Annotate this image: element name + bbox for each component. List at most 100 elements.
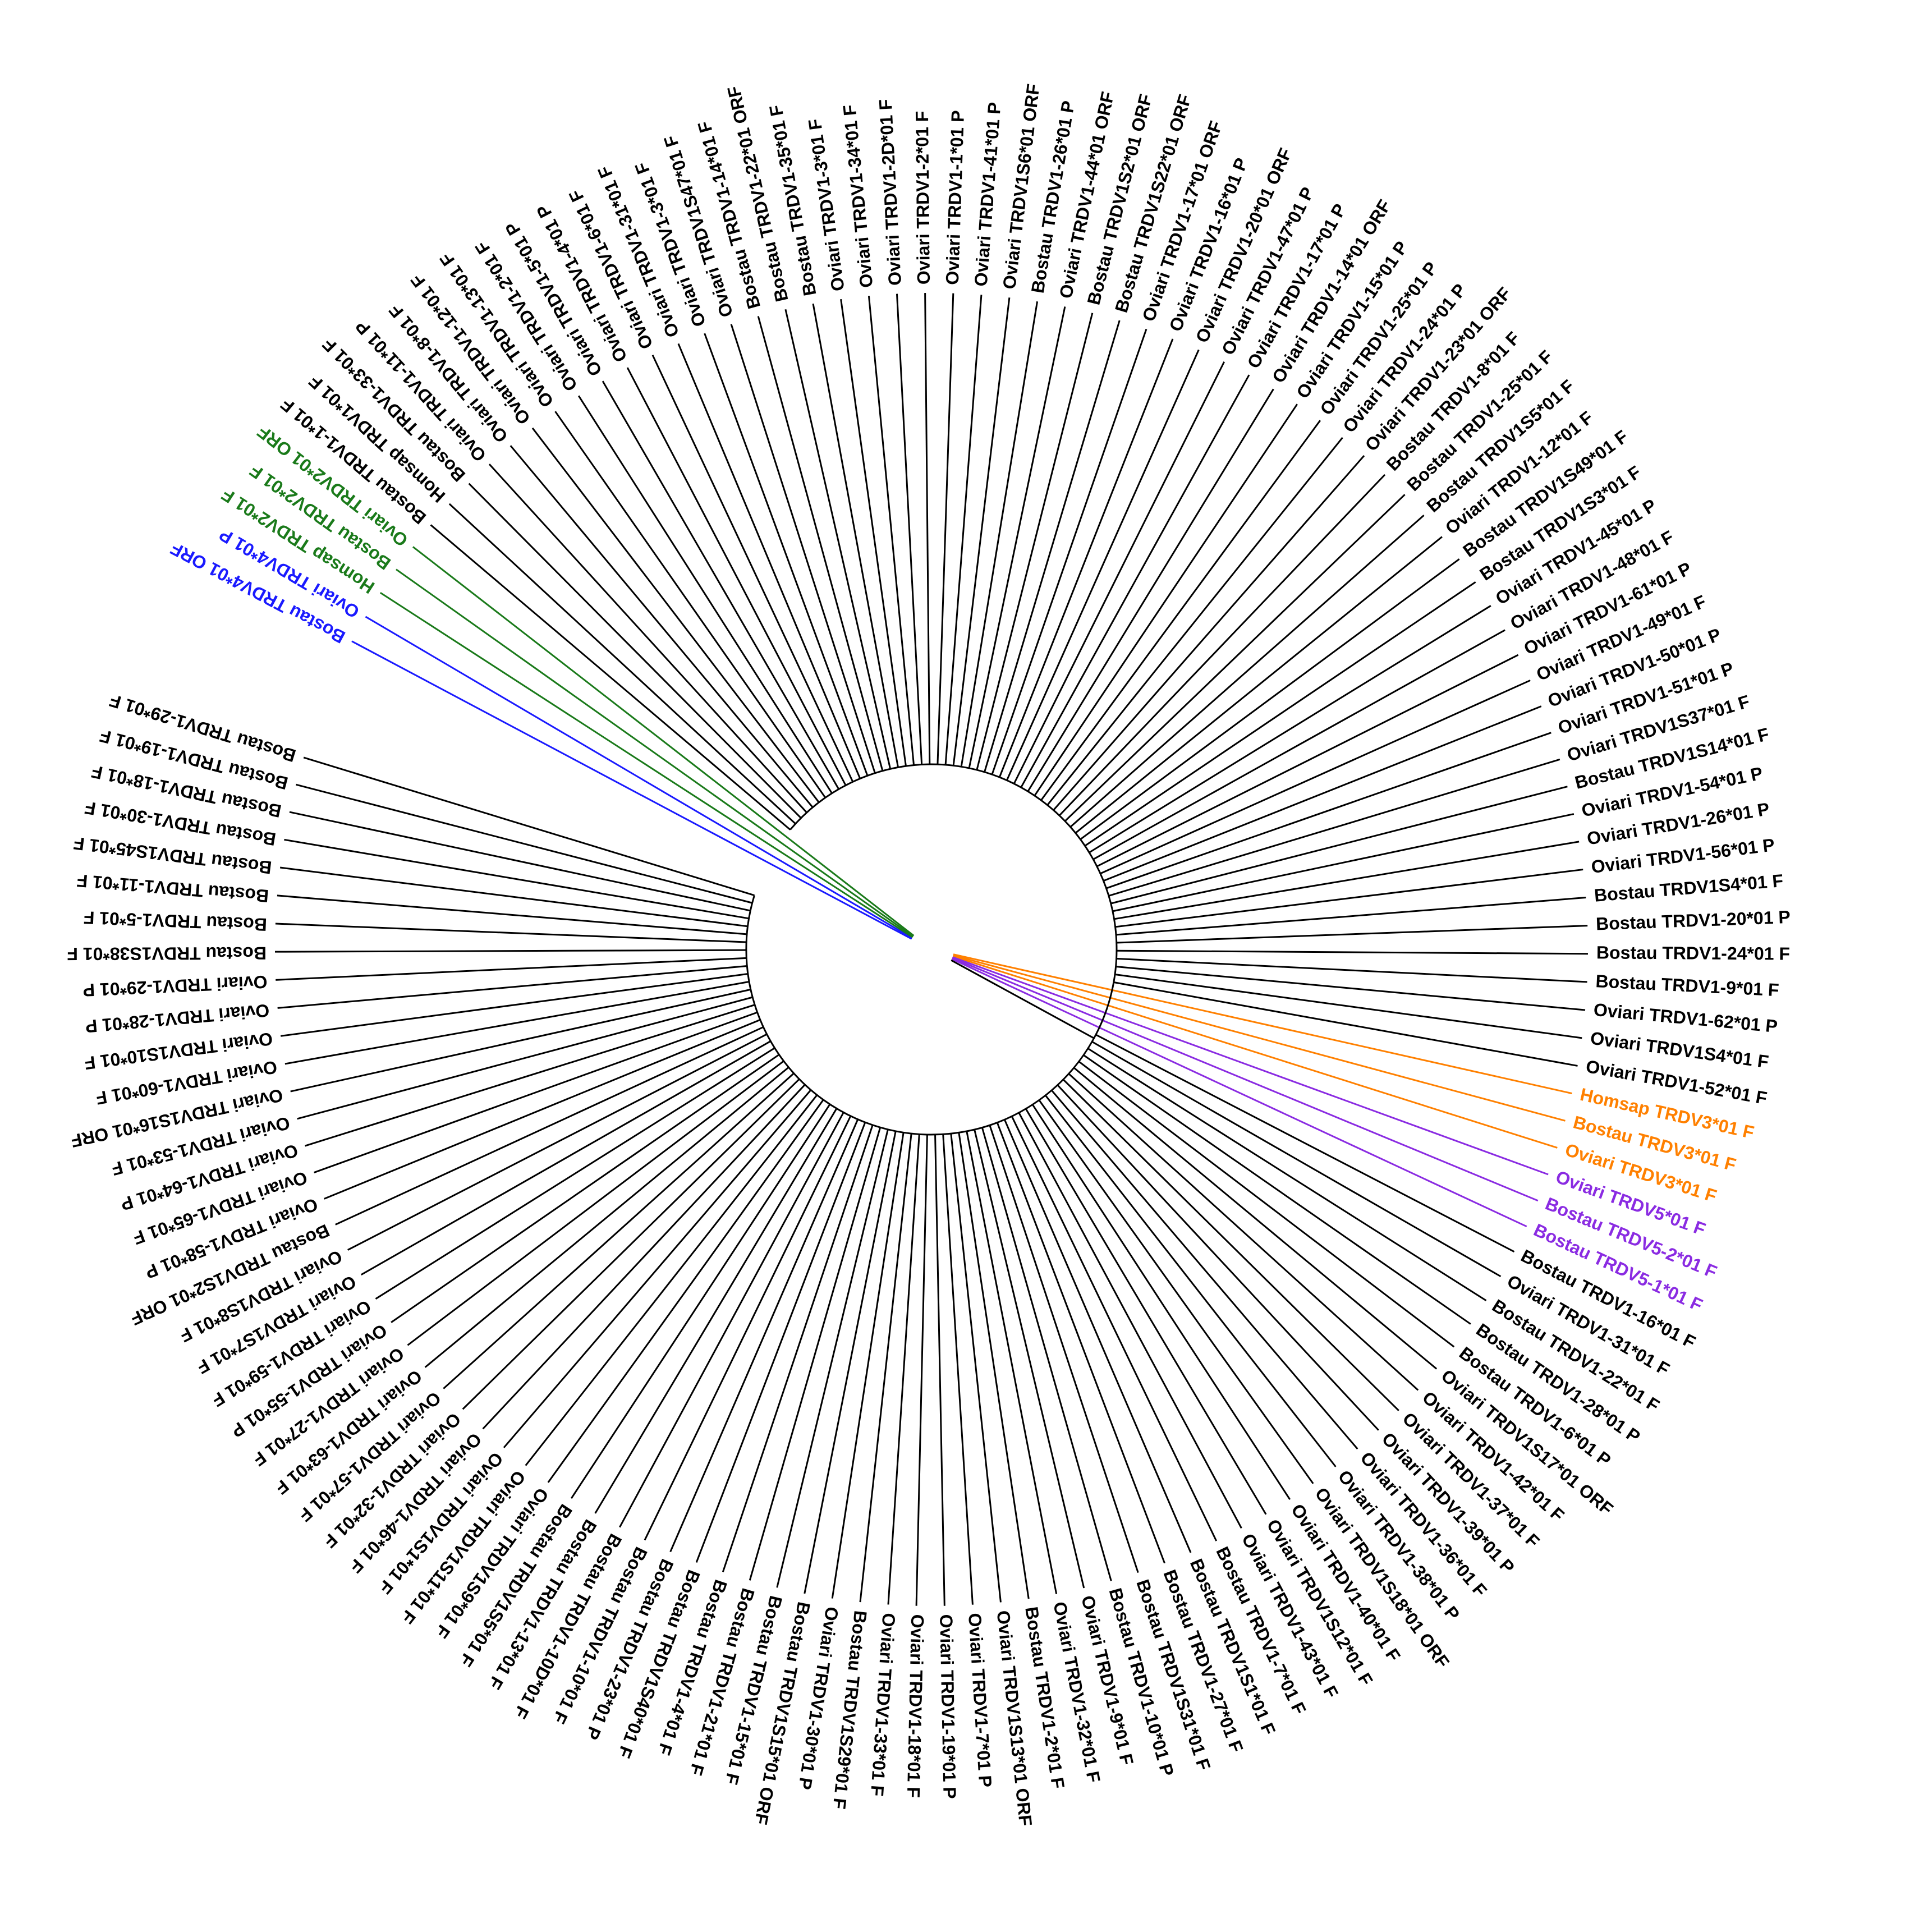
leaf-label: Oviari TRDV1-19*01 P bbox=[936, 1614, 960, 1799]
leaf-label: Oviari TRDV1-18*01 F bbox=[903, 1614, 928, 1798]
branch bbox=[1020, 374, 1250, 788]
branch bbox=[412, 546, 915, 937]
branch bbox=[430, 524, 791, 830]
branch bbox=[942, 1134, 974, 1605]
leaf-label: Oviari TRDV1-29*01 P bbox=[82, 972, 268, 1001]
branch bbox=[998, 338, 1174, 778]
branch bbox=[1113, 981, 1578, 1067]
branch bbox=[531, 427, 820, 803]
branch bbox=[275, 949, 747, 953]
branch bbox=[1091, 1041, 1502, 1278]
branch bbox=[448, 503, 796, 825]
branch bbox=[966, 1131, 1058, 1594]
branch bbox=[1100, 680, 1531, 875]
branch bbox=[1114, 841, 1580, 920]
leaf-label: Bostau TRDV1S4*01 F bbox=[1594, 870, 1784, 906]
branch bbox=[924, 293, 931, 765]
branch bbox=[958, 1132, 1030, 1599]
branch bbox=[1038, 1099, 1314, 1484]
branch bbox=[840, 299, 907, 767]
branch bbox=[1092, 629, 1505, 860]
branch bbox=[1064, 494, 1406, 822]
branch bbox=[276, 957, 747, 981]
leaf-label: Bostau TRDV1-9*01 F bbox=[1595, 971, 1780, 1000]
branch bbox=[989, 1125, 1139, 1573]
branch bbox=[602, 380, 840, 790]
branch bbox=[968, 306, 1066, 769]
branch bbox=[1115, 869, 1583, 928]
branch bbox=[305, 1004, 755, 1147]
branch bbox=[1040, 420, 1321, 801]
branch bbox=[1095, 1034, 1515, 1253]
branch bbox=[365, 616, 913, 939]
branch bbox=[619, 1112, 844, 1528]
branch bbox=[554, 411, 827, 799]
branch bbox=[976, 313, 1094, 770]
branch bbox=[812, 303, 899, 768]
branch bbox=[577, 395, 833, 794]
branch bbox=[974, 1129, 1085, 1589]
leaf-label: Oviari TRDV1-33*01 F bbox=[867, 1612, 899, 1797]
branch bbox=[380, 591, 914, 938]
branch bbox=[1075, 536, 1443, 834]
branch bbox=[981, 1127, 1112, 1581]
branch bbox=[1073, 1067, 1438, 1370]
branch bbox=[503, 1089, 812, 1448]
leaf-label: Bostau TRDV1-11*01 F bbox=[76, 870, 269, 906]
leaf-label: Oviari TRDV1-34*01 F bbox=[839, 104, 876, 288]
leaf-label: Bostau TRDV1-20*01 P bbox=[1595, 907, 1791, 934]
branch bbox=[784, 309, 892, 769]
branch bbox=[1110, 786, 1568, 905]
branch bbox=[509, 445, 814, 808]
branch bbox=[951, 958, 1527, 1228]
branch bbox=[1013, 361, 1225, 784]
branch bbox=[1034, 403, 1298, 796]
branch bbox=[722, 1125, 874, 1572]
leaf-label: Oviari TRDV1-2*01 F bbox=[912, 111, 934, 284]
branch bbox=[749, 1127, 882, 1581]
branch bbox=[351, 640, 912, 940]
branch bbox=[1018, 1112, 1242, 1529]
branch bbox=[277, 965, 747, 1009]
branch bbox=[952, 957, 1539, 1202]
branch bbox=[1116, 965, 1586, 1011]
branch bbox=[1083, 1054, 1471, 1325]
branch bbox=[1089, 605, 1491, 853]
leaf-label: Oviari TRDV1-62*01 P bbox=[1593, 999, 1779, 1036]
branch bbox=[1011, 1116, 1218, 1541]
branch bbox=[396, 568, 914, 938]
leaf-label: Oviari TRDV1-7*01 P bbox=[965, 1612, 995, 1788]
branch bbox=[1078, 1061, 1455, 1348]
branch bbox=[424, 1066, 789, 1368]
branch bbox=[937, 293, 954, 765]
branch bbox=[1051, 1090, 1358, 1450]
branch bbox=[1105, 732, 1551, 889]
branch bbox=[896, 293, 923, 765]
branch bbox=[1058, 474, 1386, 816]
branch bbox=[651, 355, 854, 782]
branch bbox=[335, 1026, 764, 1226]
branch bbox=[952, 955, 1558, 1149]
branch bbox=[275, 923, 747, 943]
branch bbox=[407, 1060, 784, 1346]
branch bbox=[1057, 1084, 1379, 1431]
leaf-label: Oviari TRDV1-1*01 P bbox=[942, 110, 968, 285]
branch bbox=[1114, 974, 1582, 1039]
branch bbox=[488, 464, 807, 814]
branch bbox=[443, 1072, 795, 1389]
branch bbox=[1003, 1119, 1192, 1553]
branch bbox=[1045, 1095, 1337, 1467]
branch bbox=[953, 954, 1566, 1122]
branch bbox=[1112, 813, 1575, 912]
branch bbox=[804, 1131, 897, 1594]
branch bbox=[952, 956, 1549, 1176]
branch bbox=[290, 988, 751, 1093]
branch bbox=[984, 320, 1121, 773]
branch bbox=[1025, 1108, 1267, 1515]
branch bbox=[1087, 1048, 1487, 1301]
branch bbox=[1116, 949, 1588, 955]
branch bbox=[347, 1033, 768, 1251]
branch bbox=[1080, 558, 1460, 840]
